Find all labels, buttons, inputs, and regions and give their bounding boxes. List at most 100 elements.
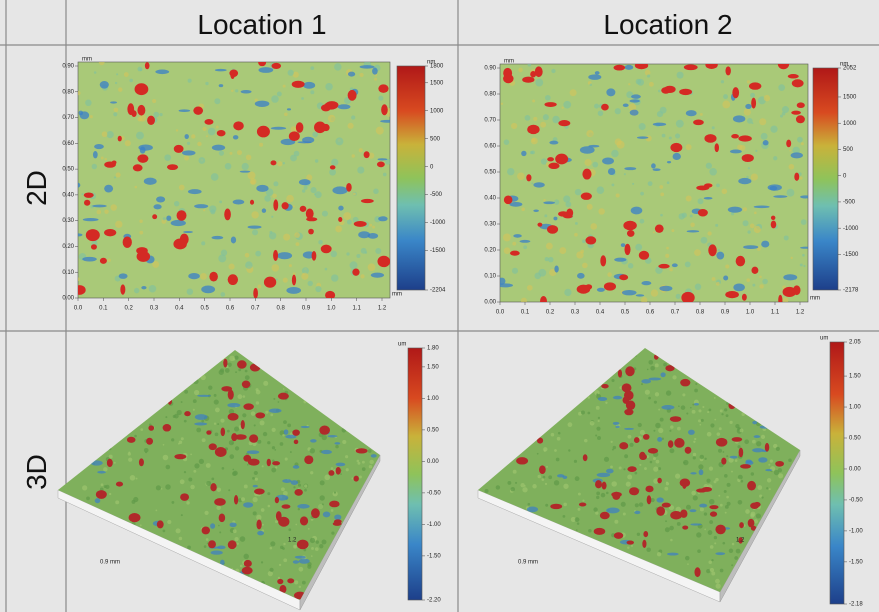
speckle [261,508,265,512]
speckle [315,191,322,198]
speckle [700,424,702,426]
peak [623,221,636,230]
peak [271,160,277,165]
speckle [335,226,342,233]
speckle [671,229,674,232]
speckle [712,277,716,281]
peak [581,192,592,199]
speckle [769,488,771,490]
speckle [667,181,670,184]
speckle [610,465,613,468]
speckle [638,423,642,427]
speckle [720,569,724,573]
row-label: 3D [21,454,52,490]
speckle [708,530,713,535]
speckle [677,522,681,526]
peak [625,366,634,376]
pit [597,288,605,292]
speckle [242,163,249,170]
speckle [272,446,275,449]
speckle [582,263,588,269]
speckle [262,465,264,467]
pit [791,152,803,158]
speckle [267,441,270,444]
speckle [247,464,249,466]
speckle [301,273,308,280]
speckle [251,211,258,218]
speckle [614,520,618,524]
speckle [345,455,348,458]
peak [639,452,646,460]
speckle [692,410,696,414]
speckle [315,159,318,162]
speckle [361,248,367,254]
x-tick-label: 0.2 [546,310,555,316]
speckle [596,496,599,499]
speckle [340,473,342,475]
pit [629,99,640,102]
y-tick-label: 0.50 [484,170,496,176]
speckle [640,192,644,196]
speckle [543,199,545,201]
pit [291,480,298,485]
speckle [273,181,278,186]
peak [535,66,543,77]
speckle [277,91,282,96]
speckle [318,504,323,509]
speckle [325,83,333,91]
speckle [504,247,511,254]
speckle [322,211,328,217]
pit [197,395,211,397]
speckle [543,114,549,120]
peak [137,154,148,162]
pit [277,252,292,259]
pit [332,186,347,194]
speckle [216,506,220,510]
peak [336,467,341,475]
speckle [236,543,238,545]
x-tick-label: 0.1 [99,306,108,312]
speckle [546,466,548,468]
speckle [746,278,750,282]
pit [211,550,223,554]
pit [651,163,656,168]
speckle [707,411,709,413]
speckle [264,195,271,202]
speckle [163,217,166,220]
y-tick-label: 0.10 [62,270,74,276]
speckle [90,115,93,118]
y-tick-label: 0.20 [484,248,496,254]
speckle [287,424,291,428]
speckle [802,254,805,257]
speckle [700,455,705,460]
peak [147,116,155,125]
speckle [248,171,256,179]
speckle [789,150,791,152]
speckle [163,444,165,446]
speckle [294,545,296,547]
pit [672,263,678,267]
speckle [726,455,728,457]
peak [294,489,302,496]
speckle [286,195,294,203]
speckle [115,500,119,504]
speckle [203,209,205,211]
speckle [704,512,707,515]
speckle [102,131,108,137]
speckle [190,454,192,456]
colorbar-label: -1.50 [849,559,863,565]
peak [338,217,342,222]
peak [680,509,687,517]
speckle [648,360,653,365]
speckle [283,558,287,562]
peak [127,437,136,443]
speckle [277,161,282,166]
colorbar-label: 0.50 [849,436,861,442]
peak [647,495,652,504]
peak [167,164,178,170]
peak [223,359,227,368]
speckle [222,467,225,470]
speckle [596,491,600,495]
speckle [164,154,171,161]
speckle [708,560,712,564]
